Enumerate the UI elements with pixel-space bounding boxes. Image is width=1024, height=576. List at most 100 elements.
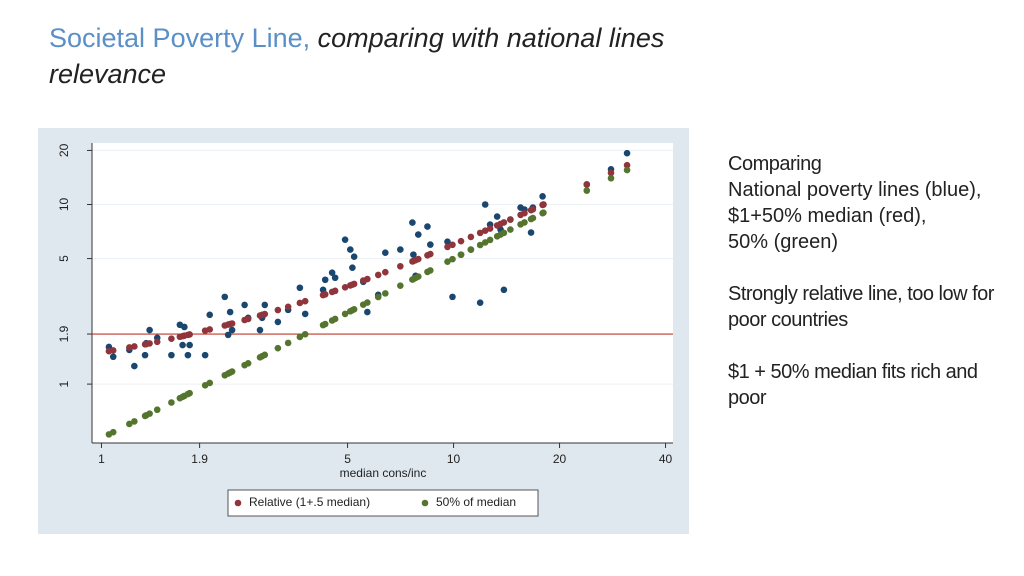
- data-point: [349, 281, 356, 288]
- data-point: [476, 241, 484, 249]
- data-point: [476, 299, 484, 306]
- legend-marker: [421, 499, 429, 507]
- data-point: [284, 303, 292, 311]
- notes-heading: Comparing: [728, 153, 822, 175]
- data-point: [341, 283, 349, 291]
- data-point: [500, 229, 508, 237]
- data-point: [500, 219, 508, 226]
- data-point: [206, 311, 214, 319]
- data-point: [527, 229, 535, 236]
- data-point: [301, 310, 309, 318]
- data-point: [444, 258, 451, 265]
- y-tick-label: 1.9: [57, 325, 71, 342]
- data-point: [414, 273, 422, 280]
- data-point: [409, 219, 416, 226]
- data-point: [449, 293, 456, 301]
- data-point: [382, 290, 389, 297]
- data-point: [244, 360, 252, 367]
- data-point: [126, 420, 133, 428]
- data-point: [244, 315, 252, 323]
- data-point: [397, 262, 404, 270]
- data-point: [500, 286, 508, 294]
- data-point: [328, 288, 336, 296]
- data-point: [109, 353, 117, 361]
- y-tick-label: 5: [57, 255, 71, 262]
- data-point: [467, 233, 475, 241]
- data-point: [274, 318, 282, 326]
- data-point: [228, 326, 236, 334]
- data-point: [184, 331, 192, 339]
- data-point: [607, 169, 615, 177]
- data-point: [529, 214, 537, 222]
- data-point: [206, 326, 214, 333]
- data-point: [261, 301, 269, 309]
- note-line: 50% (green): [728, 231, 839, 253]
- data-point: [146, 326, 153, 334]
- data-point: [467, 246, 475, 254]
- data-point: [142, 340, 150, 348]
- data-point: [109, 347, 117, 354]
- data-point: [153, 338, 161, 346]
- x-tick-label: 40: [659, 452, 673, 466]
- data-point: [241, 301, 248, 309]
- data-point: [331, 274, 339, 282]
- data-point: [374, 271, 382, 279]
- data-point: [414, 255, 422, 263]
- data-point: [364, 275, 371, 283]
- data-point: [374, 293, 382, 301]
- data-point: [341, 310, 349, 318]
- data-point: [179, 341, 186, 349]
- data-point: [493, 213, 501, 220]
- data-point: [131, 362, 138, 370]
- data-point: [349, 306, 356, 314]
- note-paragraph: Strongly relative line, too low for poor…: [728, 283, 994, 331]
- data-point: [449, 241, 456, 249]
- legend-marker: [234, 499, 242, 507]
- data-point: [350, 253, 358, 261]
- data-point: [206, 379, 214, 387]
- y-tick-label: 20: [57, 143, 71, 157]
- data-point: [341, 236, 349, 243]
- data-point: [481, 239, 489, 246]
- slide-title: Societal Poverty Line, comparing with na…: [49, 20, 749, 92]
- note-paragraph: $1 + 50% median fits rich and poor: [728, 361, 978, 409]
- data-point: [529, 206, 537, 213]
- data-point: [449, 255, 456, 263]
- data-point: [507, 226, 514, 233]
- data-point: [301, 330, 309, 338]
- data-point: [583, 187, 591, 194]
- data-point: [457, 237, 465, 245]
- data-point: [224, 370, 232, 377]
- data-point: [328, 317, 336, 324]
- data-point: [521, 209, 528, 217]
- data-point: [346, 246, 354, 253]
- data-point: [397, 246, 404, 253]
- data-point: [184, 351, 192, 359]
- legend-box: [227, 489, 539, 517]
- data-point: [168, 399, 175, 406]
- data-point: [623, 161, 631, 169]
- y-tick-label: 10: [57, 198, 71, 212]
- data-point: [319, 321, 327, 329]
- x-tick-label: 1: [98, 452, 105, 466]
- x-axis-label: median cons/inc: [340, 466, 427, 480]
- x-tick-label: 5: [344, 452, 351, 466]
- data-point: [540, 201, 547, 208]
- data-point: [321, 276, 329, 284]
- data-point: [444, 238, 451, 245]
- data-point: [382, 268, 389, 276]
- note-line: $1+50% median (red),: [728, 205, 927, 227]
- data-point: [131, 343, 138, 350]
- data-point: [284, 339, 292, 347]
- title-italic-2: relevance: [49, 59, 167, 89]
- y-tick-label: 1: [57, 380, 71, 387]
- data-point: [224, 331, 232, 339]
- data-point: [623, 166, 631, 174]
- data-point: [607, 174, 615, 182]
- x-tick-label: 1.9: [191, 452, 208, 466]
- data-point: [201, 351, 209, 359]
- note-line: National poverty lines (blue),: [728, 179, 982, 201]
- data-point: [328, 269, 336, 277]
